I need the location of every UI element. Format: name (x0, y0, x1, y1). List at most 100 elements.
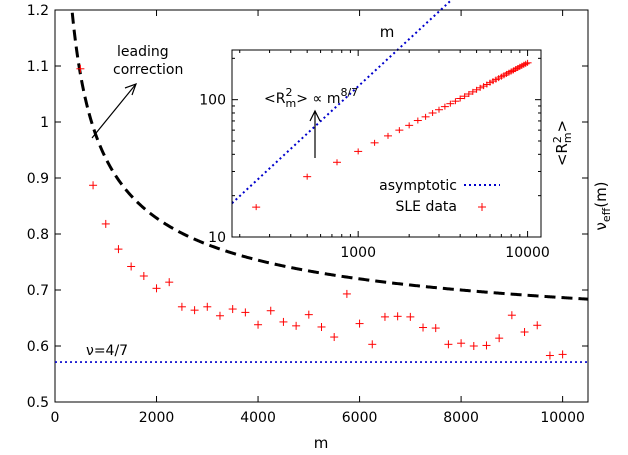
main-data-point (241, 308, 250, 317)
inset-data-point (333, 159, 342, 166)
main-data-point (444, 340, 453, 349)
main-data-point (279, 317, 288, 326)
inset-data-point (435, 106, 444, 113)
main-data-point (228, 305, 237, 314)
main-data-point (419, 323, 428, 332)
main-y-tick-label: 1.2 (27, 3, 49, 19)
scaling-law-open: <R (264, 91, 286, 107)
main-data-point (114, 245, 123, 254)
scaling-law-arrow (309, 109, 321, 158)
main-y-tick-label: 0.6 (27, 339, 49, 355)
inset-y-tick-label: 10 (208, 230, 226, 246)
main-data-point (533, 321, 542, 330)
leading-correction-fit-curve (70, 12, 589, 301)
inset-y-axis-label: <R2m> (551, 120, 574, 166)
main-y-tick-label: 1.1 (27, 59, 49, 75)
inset-data-point (413, 117, 422, 124)
inset-data-point (252, 204, 261, 211)
inset-y-ticks: 10 100 (199, 57, 541, 246)
inset-data-point (303, 173, 312, 180)
main-x-tick-label: 6000 (342, 410, 378, 426)
inset-data-point (395, 127, 404, 134)
main-data-point (368, 340, 377, 349)
main-data-point (355, 319, 364, 328)
main-data-points (76, 64, 567, 360)
scaling-law-mid: > ∝ m (296, 91, 340, 107)
main-data-point (101, 219, 110, 228)
main-y-axis-label: νeff(m) (592, 181, 613, 230)
main-data-point (380, 312, 389, 321)
inset-data-point (521, 60, 530, 67)
asymptotic-line (231, 0, 453, 204)
main-plot-frame (54, 9, 589, 403)
main-x-ticks: 0 2000 4000 6000 8000 10000 (51, 10, 585, 426)
main-x-axis-label: m (314, 434, 329, 452)
inset-y-tick-label: 100 (199, 93, 226, 109)
inset-data-point (446, 100, 455, 107)
inset-x-ticks: 1000 10000 (239, 50, 550, 261)
main-data-point (304, 310, 313, 319)
legend-sle-label: SLE data (395, 199, 457, 215)
main-data-point (545, 351, 554, 360)
inset-data-point (456, 95, 465, 102)
main-data-point (431, 324, 440, 333)
main-data-point (266, 306, 275, 315)
main-data-point (203, 302, 212, 311)
main-data-point (457, 339, 466, 348)
nu-asymptote-label: ν=4/7 (86, 343, 128, 359)
scaling-law-sub: m (285, 97, 296, 110)
main-y-tick-label: 0.7 (27, 283, 49, 299)
main-data-point (406, 312, 415, 321)
inset-data-point (451, 98, 460, 105)
main-y-axis-label-base: ν (592, 222, 610, 230)
inset-data-point (405, 122, 414, 129)
leading-correction-label-line2: correction (113, 62, 183, 78)
main-data-point (76, 64, 85, 73)
inset-data-point (513, 65, 522, 72)
main-x-tick-label: 8000 (443, 410, 479, 426)
main-y-tick-label: 0.5 (27, 395, 49, 411)
inset-data-point (384, 132, 393, 139)
svg-text:<R2m>: <R2m> (551, 120, 574, 166)
inset-data-point (440, 103, 449, 110)
inset-data-point (428, 109, 437, 116)
inset-x-tick-label: 1000 (340, 245, 376, 261)
main-data-point (507, 311, 516, 320)
inset-y-axis-label-open: <R (553, 143, 571, 166)
scaling-law-label: <R2 m> ∝ m8/7 (264, 86, 358, 110)
scaling-law-sup: 2 (285, 86, 292, 99)
inset-data-points (252, 59, 532, 211)
main-data-point (292, 321, 301, 330)
inset-data-point (511, 66, 520, 73)
main-data-point (482, 341, 491, 350)
inset-x-axis-label: m (380, 23, 395, 41)
main-y-tick-label: 0.8 (27, 227, 49, 243)
main-y-tick-label: 1 (40, 115, 49, 131)
main-data-point (317, 322, 326, 331)
main-y-tick-label: 0.9 (27, 171, 49, 187)
main-data-point (139, 272, 148, 280)
main-data-point (215, 311, 224, 320)
svg-text:νeff(m): νeff(m) (592, 181, 613, 230)
inset-background (232, 50, 541, 237)
inset-data-point (370, 139, 379, 146)
main-data-point (152, 284, 161, 293)
inset-y-axis-label-sub: m (561, 132, 574, 143)
main-data-point (520, 328, 529, 336)
main-data-point (469, 342, 478, 350)
legend-asymptotic-label: asymptotic (379, 178, 457, 194)
main-data-point (165, 278, 174, 287)
main-data-point (495, 334, 504, 343)
scaling-law-exp: 8/7 (340, 86, 358, 99)
legend-sle-swatch (478, 203, 486, 211)
main-data-point (254, 320, 263, 329)
main-data-point (89, 181, 98, 190)
main-x-tick-label: 0 (51, 410, 60, 426)
inset-y-axis-label-close: > (553, 120, 571, 133)
main-data-point (127, 262, 136, 271)
main-data-point (558, 350, 567, 359)
inset-curves (231, 0, 453, 204)
inset-data-point (523, 59, 532, 66)
